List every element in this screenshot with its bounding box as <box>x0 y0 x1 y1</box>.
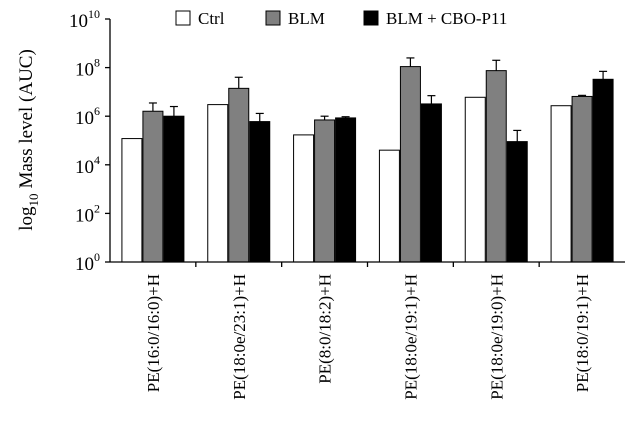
y-tick-label: 102 <box>75 201 100 226</box>
legend-label: BLM <box>288 9 325 28</box>
bar-ctrl <box>550 105 572 263</box>
y-tick-label: 104 <box>75 153 100 178</box>
bar-blm <box>571 95 593 263</box>
y-tick-base: 10 <box>75 60 94 81</box>
legend-label: BLM + CBO-P11 <box>386 9 507 28</box>
y-tick-exponent: 10 <box>88 7 100 21</box>
legend-label: Ctrl <box>198 9 225 28</box>
bar-blm-cbo-p11 <box>163 115 185 263</box>
y-axis-label-subscript: 10 <box>26 194 41 207</box>
bar-blm-cbo-p11 <box>335 117 357 263</box>
bar-blm <box>399 66 421 263</box>
y-tick-exponent: 0 <box>94 250 100 264</box>
y-tick-base: 10 <box>75 205 94 226</box>
x-tick-label: PE(18:0e/23:1)+H <box>230 274 249 400</box>
x-tick-label: PE(18:0e/19:0)+H <box>487 274 506 400</box>
y-tick-exponent: 4 <box>94 153 100 167</box>
x-tick-label: PE(8:0/18:2)+H <box>316 274 335 384</box>
bar-ctrl <box>121 138 143 263</box>
y-tick-label: 100 <box>75 250 100 275</box>
y-tick-base: 10 <box>75 157 94 178</box>
bar-blm-cbo-p11 <box>420 103 442 263</box>
x-tick-label: PE(16:0/16:0)+H <box>144 274 163 392</box>
x-tick-label: PE(18:0/19:1)+H <box>573 274 592 392</box>
bar-ctrl <box>293 134 315 263</box>
bars <box>121 57 614 263</box>
legend-swatch <box>265 10 281 26</box>
y-tick-label: 106 <box>75 104 100 129</box>
y-tick-exponent: 8 <box>94 56 100 70</box>
axes <box>105 18 625 267</box>
bar-ctrl <box>207 104 229 263</box>
y-tick-base: 10 <box>69 11 88 32</box>
bar-ctrl <box>378 149 400 263</box>
y-tick-base: 10 <box>75 254 94 275</box>
legend: Ctrl BLM BLM + CBO-P11 <box>175 9 507 28</box>
legend-swatch <box>363 10 379 26</box>
bar-blm-cbo-p11 <box>249 121 271 263</box>
bar-blm <box>485 70 507 263</box>
y-tick-base: 10 <box>75 108 94 129</box>
y-tick-exponent: 2 <box>94 201 100 215</box>
legend-swatch <box>175 10 191 26</box>
bar-blm <box>142 110 164 263</box>
bar-blm <box>314 119 336 263</box>
y-tick-exponent: 6 <box>94 104 100 118</box>
x-axis-ticks: PE(16:0/16:0)+H PE(18:0e/23:1)+H PE(8:0/18… <box>144 274 592 400</box>
y-axis-label-prefix: log <box>16 206 37 231</box>
y-axis-label-text: Mass level (AUC) <box>16 49 37 188</box>
x-tick-label: PE(18:0e/19:1)+H <box>401 274 420 400</box>
bar-blm <box>228 87 250 263</box>
y-axis-label: log10 Mass level (AUC) <box>16 49 41 231</box>
y-tick-label: 108 <box>75 56 100 81</box>
bar-blm-cbo-p11 <box>506 141 528 263</box>
y-tick-label: 1010 <box>69 7 100 32</box>
bar-blm-cbo-p11 <box>592 78 614 263</box>
bar-ctrl <box>464 96 486 263</box>
